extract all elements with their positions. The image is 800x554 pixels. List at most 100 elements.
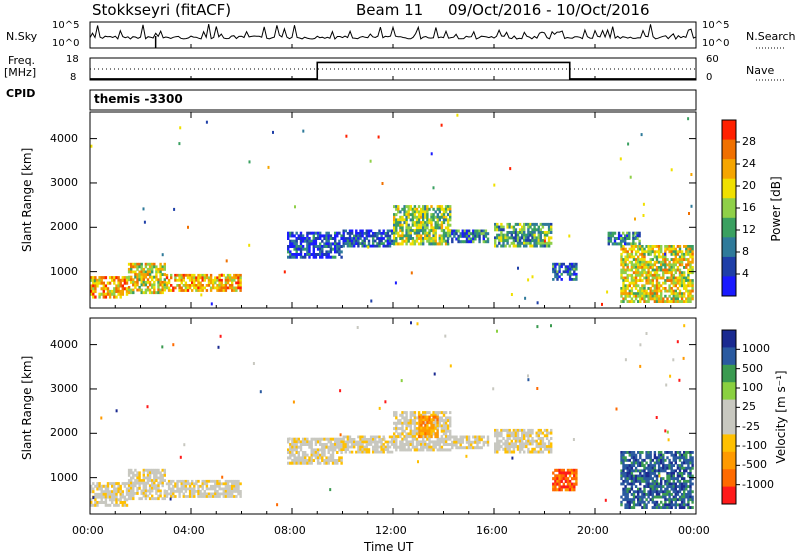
velocity-xtick-label-1: 04:00 [173, 524, 205, 537]
heatmap-region-0 [90, 276, 129, 299]
velocity-colorbar-swatch-8 [722, 469, 736, 488]
power-ylabel: Slant Range [km] [20, 147, 34, 252]
freq-tick-bottom: 8 [70, 72, 77, 83]
velocity-colorbar-swatch-4 [722, 399, 736, 418]
cpid-panel-frame [89, 89, 697, 111]
velocity-xtick-label-4: 16:00 [476, 524, 508, 537]
power-colorbar-swatch-1 [722, 139, 736, 160]
nsky-trace [89, 24, 697, 48]
freq-tick-top: 18 [66, 54, 79, 65]
heatmap-region-7 [451, 435, 490, 450]
heatmap-region-4 [342, 229, 394, 248]
velocity-colorbar-tick-label-5: -100 [742, 439, 767, 452]
velocity-colorbar-tick-label-7: -1000 [742, 477, 774, 491]
velocity-ytick-label-3: 4000 [50, 337, 78, 351]
nsearch-tick-top: 10^5 [702, 20, 730, 31]
power-colorbar-label: Power [dB] [769, 176, 783, 242]
power-ytick-label-3: 4000 [50, 131, 78, 145]
velocity-xtick-label-5: 20:00 [577, 524, 609, 537]
heatmap-region-9 [552, 468, 578, 492]
heatmap-region-1 [127, 262, 166, 295]
date-range: 09/Oct/2016 - 10/Oct/2016 [448, 1, 650, 19]
velocity-colorbar-swatch-5 [722, 417, 736, 435]
power-colorbar-tick-label-3: 16 [742, 201, 756, 214]
velocity-ytick-label-2: 3000 [50, 381, 78, 395]
velocity-colorbar-tick-label-4: -25 [742, 419, 760, 433]
heatmap-region-3 [287, 437, 343, 465]
velocity-xtick-label-6: 00:00 [678, 524, 710, 537]
power-ytick-label-0: 1000 [50, 264, 78, 278]
heatmap-region-0 [90, 482, 129, 507]
velocity-ytick-label-0: 1000 [50, 470, 78, 484]
cpid-label: CPID [6, 87, 36, 100]
velocity-heatmap [90, 321, 694, 509]
nave-tick-bottom: 0 [706, 72, 713, 83]
power-colorbar-tick-label-4: 12 [742, 223, 756, 236]
power-axes [89, 44, 697, 308]
power-colorbar [721, 119, 740, 297]
power-colorbar-swatch-5 [722, 217, 736, 238]
velocity-colorbar-swatch-9 [722, 486, 736, 505]
heatmap-region-2 [165, 479, 242, 498]
velocity-colorbar-label: Velocity [m s⁻¹] [774, 370, 788, 464]
velocity-colorbar-swatch-3 [722, 382, 736, 401]
beam-label: Beam 11 [356, 1, 424, 19]
heatmap-region-6 [418, 415, 439, 439]
nsky-tick-bottom: 10^0 [52, 38, 80, 49]
power-colorbar-tick-label-5: 8 [742, 245, 749, 258]
power-colorbar-tick-label-2: 20 [742, 179, 756, 192]
nave-tick-top: 60 [706, 54, 719, 65]
station-title: Stokkseyri (fitACF) [92, 1, 232, 19]
velocity-colorbar-tick-label-0: 1000 [742, 342, 770, 356]
nsearch-label: N.Search [746, 30, 796, 43]
freq-unit: [MHz] [4, 66, 37, 79]
heatmap-region-3 [287, 231, 343, 259]
x-axis-label: Time UT [364, 540, 414, 554]
velocity-colorbar-swatch-7 [722, 451, 736, 470]
velocity-colorbar-swatch-6 [722, 434, 736, 453]
heatmap-region-10 [620, 245, 694, 303]
heatmap-region-4 [342, 435, 394, 454]
heatmap-region-7 [494, 222, 553, 248]
velocity-colorbar-tick-label-3: 25 [742, 400, 756, 414]
velocity-colorbar-tick-label-6: -500 [742, 458, 767, 472]
nsky-tick-top: 10^5 [52, 20, 80, 31]
nsearch-tick-bottom: 10^0 [702, 38, 730, 49]
velocity-xtick-label-2: 08:00 [274, 524, 306, 537]
heatmap-region-1 [127, 468, 166, 501]
velocity-colorbar [721, 329, 740, 505]
velocity-colorbar-swatch-2 [722, 364, 736, 383]
heatmap-region-9 [607, 231, 641, 246]
velocity-colorbar-frame [721, 329, 737, 505]
nsky-label: N.Sky [6, 30, 38, 43]
power-colorbar-swatch-2 [722, 159, 736, 180]
heatmap-region-8 [494, 428, 553, 454]
power-colorbar-swatch-7 [722, 256, 736, 277]
nave-label: Nave [746, 64, 775, 77]
velocity-colorbar-tick-label-1: 500 [742, 361, 763, 375]
power-colorbar-tick-label-6: 4 [742, 267, 749, 280]
velocity-ylabel: Slant Range [km] [20, 355, 34, 460]
velocity-xtick-label-0: 00:00 [72, 524, 104, 537]
velocity-colorbar-swatch-0 [722, 330, 736, 348]
power-ytick-label-2: 3000 [50, 175, 78, 189]
power-colorbar-tick-label-1: 24 [742, 157, 756, 170]
heatmap-region-2 [165, 273, 242, 292]
power-colorbar-tick-label-0: 28 [742, 135, 756, 148]
power-colorbar-swatch-8 [722, 276, 736, 297]
heatmap-region-5 [393, 205, 452, 246]
velocity-ytick-label-1: 2000 [50, 426, 78, 440]
power-colorbar-swatch-6 [722, 237, 736, 258]
cpid-value: themis -3300 [94, 92, 183, 106]
velocity-axes [89, 318, 697, 514]
heatmap-region-8 [552, 262, 578, 281]
power-colorbar-swatch-4 [722, 198, 736, 219]
power-colorbar-swatch-3 [722, 178, 736, 199]
nsky-line [89, 24, 697, 44]
velocity-colorbar-tick-label-2: 100 [742, 381, 763, 394]
power-ytick-label-1: 2000 [50, 220, 78, 234]
velocity-colorbar-swatch-1 [722, 347, 736, 366]
freq-label: Freq. [8, 54, 36, 67]
velocity-xtick-label-3: 12:00 [375, 524, 407, 537]
